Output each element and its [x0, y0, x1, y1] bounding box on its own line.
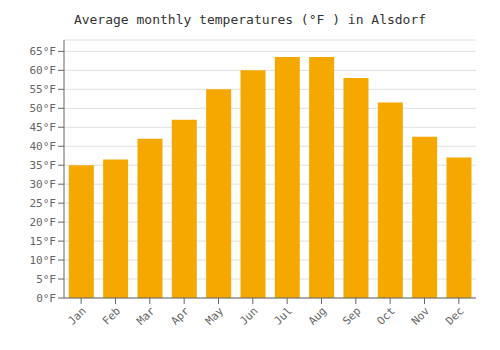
svg-text:35°F: 35°F	[30, 159, 57, 172]
svg-text:Jan: Jan	[66, 304, 89, 327]
svg-text:May: May	[203, 304, 227, 328]
svg-text:55°F: 55°F	[30, 83, 57, 96]
svg-text:30°F: 30°F	[30, 178, 57, 191]
svg-text:Mar: Mar	[134, 304, 158, 328]
svg-text:60°F: 60°F	[30, 64, 57, 77]
svg-text:Jun: Jun	[237, 304, 260, 327]
svg-text:Nov: Nov	[409, 304, 433, 328]
svg-text:Aug: Aug	[306, 304, 329, 327]
svg-text:0°F: 0°F	[36, 292, 56, 305]
svg-text:50°F: 50°F	[30, 102, 57, 115]
svg-text:Apr: Apr	[169, 304, 193, 328]
svg-text:Dec: Dec	[443, 304, 466, 327]
svg-text:20°F: 20°F	[30, 216, 57, 229]
html-text:Average monthly temperatures (: Average monthly temperatures (°F ) in Al…	[73, 12, 427, 27]
svg-text:15°F: 15°F	[30, 235, 57, 248]
svg-text:45°F: 45°F	[30, 121, 57, 134]
svg-text:10°F: 10°F	[30, 254, 57, 267]
svg-text:Oct: Oct	[375, 304, 398, 327]
svg-text:25°F: 25°F	[30, 197, 57, 210]
svg-text:Sep: Sep	[340, 304, 363, 327]
svg-text:Jul: Jul	[272, 304, 295, 327]
svg-text:65°F: 65°F	[30, 45, 57, 58]
svg-text:40°F: 40°F	[30, 140, 57, 153]
svg-text:5°F: 5°F	[36, 273, 56, 286]
svg-text:Feb: Feb	[100, 304, 123, 327]
